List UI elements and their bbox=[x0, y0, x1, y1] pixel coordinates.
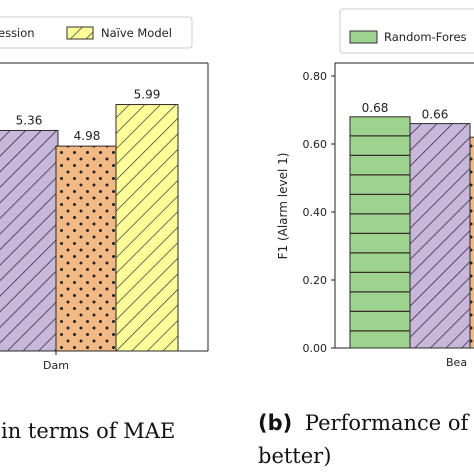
legend-swatch-random-forest bbox=[349, 30, 378, 44]
caption-right: (b) Performance of a bbox=[258, 411, 474, 435]
data-label-left-1: 5.36 bbox=[16, 113, 43, 127]
bars-right: 0.68 0.66 bbox=[349, 101, 474, 349]
bar-right-series-1 bbox=[349, 116, 411, 349]
bar-left-series-3 bbox=[115, 104, 179, 352]
chart-right: Random-Fores 0.00 0.20 0.40 0.60 0.80 F1 (Al… bbox=[258, 8, 474, 468]
legend-label-random-forest: Random-Fores bbox=[384, 30, 467, 44]
chart-left: ession Naïve Model 5.36 4.98 5.99 Dam in t… bbox=[0, 16, 209, 443]
caption-left: in terms of MAE bbox=[1, 419, 175, 443]
data-label-right-2: 0.66 bbox=[422, 108, 449, 122]
caption-right-prefix: (b) bbox=[258, 411, 292, 435]
bar-right-series-2 bbox=[409, 123, 471, 349]
y-tick-label-right-2: 0.40 bbox=[303, 206, 328, 219]
x-tick-label-dam: Dam bbox=[43, 359, 69, 372]
y-tick-label-right-0: 0.00 bbox=[303, 342, 328, 355]
legend-right: Random-Fores bbox=[339, 8, 474, 54]
y-axis-label-right: F1 (Alarm level 1) bbox=[276, 153, 290, 260]
y-tick-label-right-1: 0.20 bbox=[303, 274, 328, 287]
y-tick-label-right-4: 0.80 bbox=[303, 70, 328, 83]
y-tick-label-right-3: 0.60 bbox=[303, 138, 328, 151]
bar-left-series-1 bbox=[0, 129, 59, 352]
bar-left-series-2 bbox=[55, 145, 119, 352]
data-label-right-1: 0.68 bbox=[362, 101, 389, 115]
legend-label-naive: Naïve Model bbox=[101, 26, 172, 40]
x-tick-label-bea: Bea bbox=[446, 356, 467, 369]
legend-box bbox=[0, 16, 193, 49]
y-ticks-right: 0.00 0.20 0.40 0.60 0.80 bbox=[303, 70, 335, 355]
bar-right-series-3 bbox=[469, 136, 474, 349]
legend-swatch-naive bbox=[66, 26, 94, 40]
data-label-left-2: 4.98 bbox=[74, 129, 101, 143]
caption-right-line2: better) bbox=[258, 444, 331, 468]
legend-left: ession Naïve Model bbox=[0, 16, 193, 49]
caption-right-text: Performance of a bbox=[305, 411, 474, 435]
data-label-left-3: 5.99 bbox=[134, 88, 161, 102]
legend-label-series1: ession bbox=[0, 26, 35, 40]
bars-left: 5.36 4.98 5.99 bbox=[0, 88, 179, 352]
